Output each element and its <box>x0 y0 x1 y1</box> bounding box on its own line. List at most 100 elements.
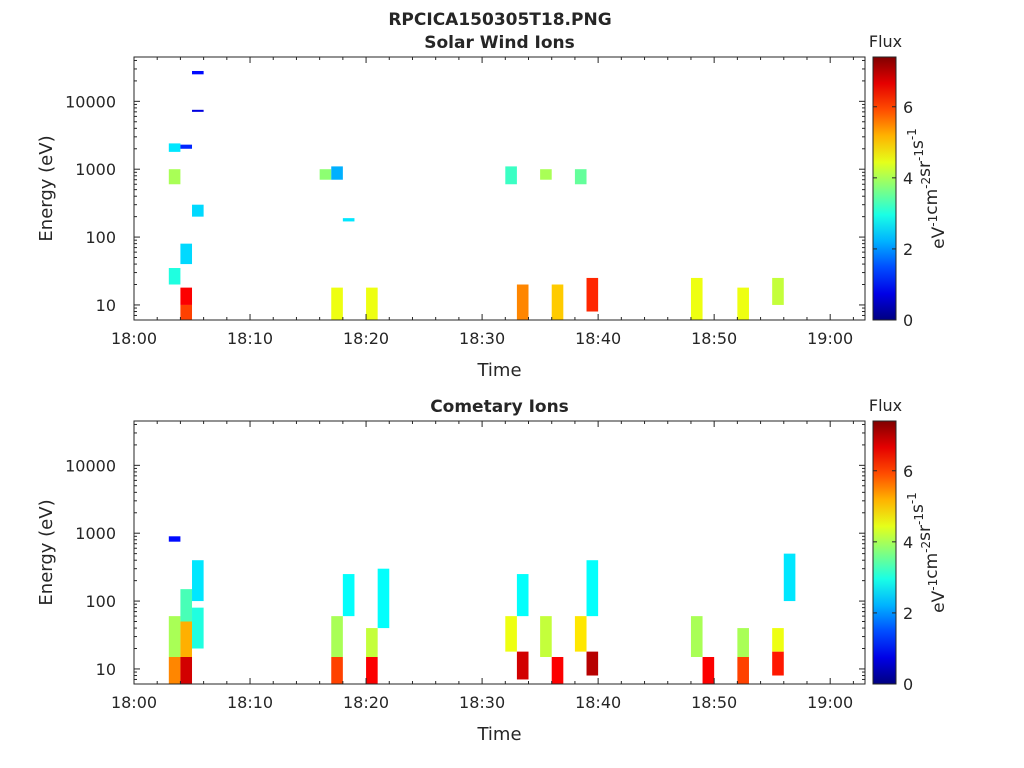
heat-cell <box>180 304 193 320</box>
heat-cell <box>772 651 784 676</box>
heat-cell <box>551 656 564 684</box>
heat-cell <box>331 656 343 684</box>
heat-cell <box>737 628 749 657</box>
heat-cell <box>574 616 587 652</box>
heat-cell <box>586 277 599 312</box>
heat-cell <box>366 656 378 684</box>
heat-cell <box>180 621 193 657</box>
colorbar <box>872 56 897 321</box>
unit-base: sr <box>915 161 935 177</box>
colorbar-label: Flux <box>869 396 902 415</box>
heat-cell <box>168 143 181 152</box>
heat-cell <box>192 560 204 602</box>
heat-cell <box>192 70 204 75</box>
x-axis-label: Time <box>476 360 521 381</box>
plot-frame <box>133 56 866 321</box>
heat-cell <box>331 166 343 180</box>
y-axis-label: Energy (eV) <box>36 499 57 605</box>
y-tick-label: 100 <box>85 592 116 611</box>
heat-cell <box>540 169 552 180</box>
y-tick-label: 10 <box>96 660 116 679</box>
plot-frame <box>133 420 866 685</box>
colorbar-tick-label: 6 <box>903 98 913 117</box>
heat-cell <box>516 284 529 320</box>
heat-cell <box>180 656 193 684</box>
unit-exponent: -2 <box>919 541 933 553</box>
x-tick-label: 18:10 <box>227 693 273 712</box>
heat-cell <box>366 628 378 657</box>
y-tick-label: 1000 <box>75 160 116 179</box>
x-tick-label: 18:30 <box>459 329 505 348</box>
unit-base: sr <box>915 525 935 541</box>
heat-cell <box>192 109 204 112</box>
x-axis-label: Time <box>476 724 521 745</box>
panel-title: Cometary Ions <box>430 397 569 417</box>
heat-cell <box>342 574 355 617</box>
x-tick-label: 18:40 <box>575 329 621 348</box>
colorbar-tick-label: 4 <box>903 533 913 552</box>
heat-cell <box>702 656 715 684</box>
unit-exponent: -1 <box>912 149 926 161</box>
heat-cell <box>377 568 390 629</box>
unit-base: eV <box>929 590 949 612</box>
unit-exponent: -1 <box>905 492 919 504</box>
unit-base: s <box>908 140 928 149</box>
panel-title: Solar Wind Ions <box>424 33 575 53</box>
heat-cell <box>331 616 343 657</box>
colorbar-units: eV-1cm-2sr-1s-1 <box>905 128 949 249</box>
heat-cell <box>192 607 204 649</box>
heat-cell <box>690 616 703 657</box>
heat-cell <box>192 204 204 217</box>
heat-cell <box>342 218 355 222</box>
heat-cell <box>505 616 517 652</box>
heat-cell <box>180 144 193 149</box>
unit-base: s <box>908 504 928 513</box>
colorbar-units: eV-1cm-2sr-1s-1 <box>905 492 949 613</box>
heat-cell <box>772 628 784 652</box>
figure-title: RPCICA150305T18.PNG <box>388 10 611 30</box>
heat-cell <box>505 166 517 185</box>
heat-cell <box>772 277 784 305</box>
heat-cell <box>366 287 378 320</box>
colorbar-label: Flux <box>869 32 902 51</box>
heat-cell <box>168 536 181 542</box>
x-tick-label: 18:20 <box>343 693 389 712</box>
y-tick-label: 10000 <box>65 92 116 111</box>
unit-exponent: -1 <box>926 579 940 591</box>
heat-cell <box>516 651 529 680</box>
y-tick-label: 10000 <box>65 456 116 475</box>
heat-cell <box>180 589 193 622</box>
colorbar-tick-label: 0 <box>903 675 913 694</box>
colorbar-tick-label: 6 <box>903 462 913 481</box>
unit-exponent: -1 <box>912 513 926 525</box>
y-axis-label: Energy (eV) <box>36 135 57 241</box>
unit-base: eV <box>929 226 949 248</box>
x-tick-label: 19:00 <box>807 693 853 712</box>
heat-cell <box>551 284 564 320</box>
heat-cell <box>180 243 193 265</box>
heat-cell <box>540 616 552 657</box>
heat-cell <box>516 574 529 617</box>
solar-wind-panel: Solar Wind Ions 18:00 18:10 18:20 18:30 18:40… <box>36 32 949 381</box>
colorbar <box>872 420 897 685</box>
heat-cell <box>180 287 193 305</box>
x-tick-label: 18:50 <box>691 693 737 712</box>
heat-cell <box>586 560 599 617</box>
heat-cell <box>168 169 181 185</box>
unit-base: cm <box>922 189 942 215</box>
x-tick-label: 18:10 <box>227 329 273 348</box>
heat-cell <box>168 656 181 684</box>
colorbar-tick-label: 0 <box>903 311 913 330</box>
x-tick-label: 18:40 <box>575 693 621 712</box>
x-tick-label: 18:30 <box>459 693 505 712</box>
heat-cell <box>319 169 332 180</box>
unit-exponent: -2 <box>919 177 933 189</box>
unit-exponent: -1 <box>905 128 919 140</box>
heat-cell <box>690 277 703 320</box>
x-tick-label: 18:00 <box>111 693 157 712</box>
heat-cell <box>168 268 181 285</box>
y-tick-label: 1000 <box>75 524 116 543</box>
unit-exponent: -1 <box>926 215 940 227</box>
x-tick-label: 18:50 <box>691 329 737 348</box>
